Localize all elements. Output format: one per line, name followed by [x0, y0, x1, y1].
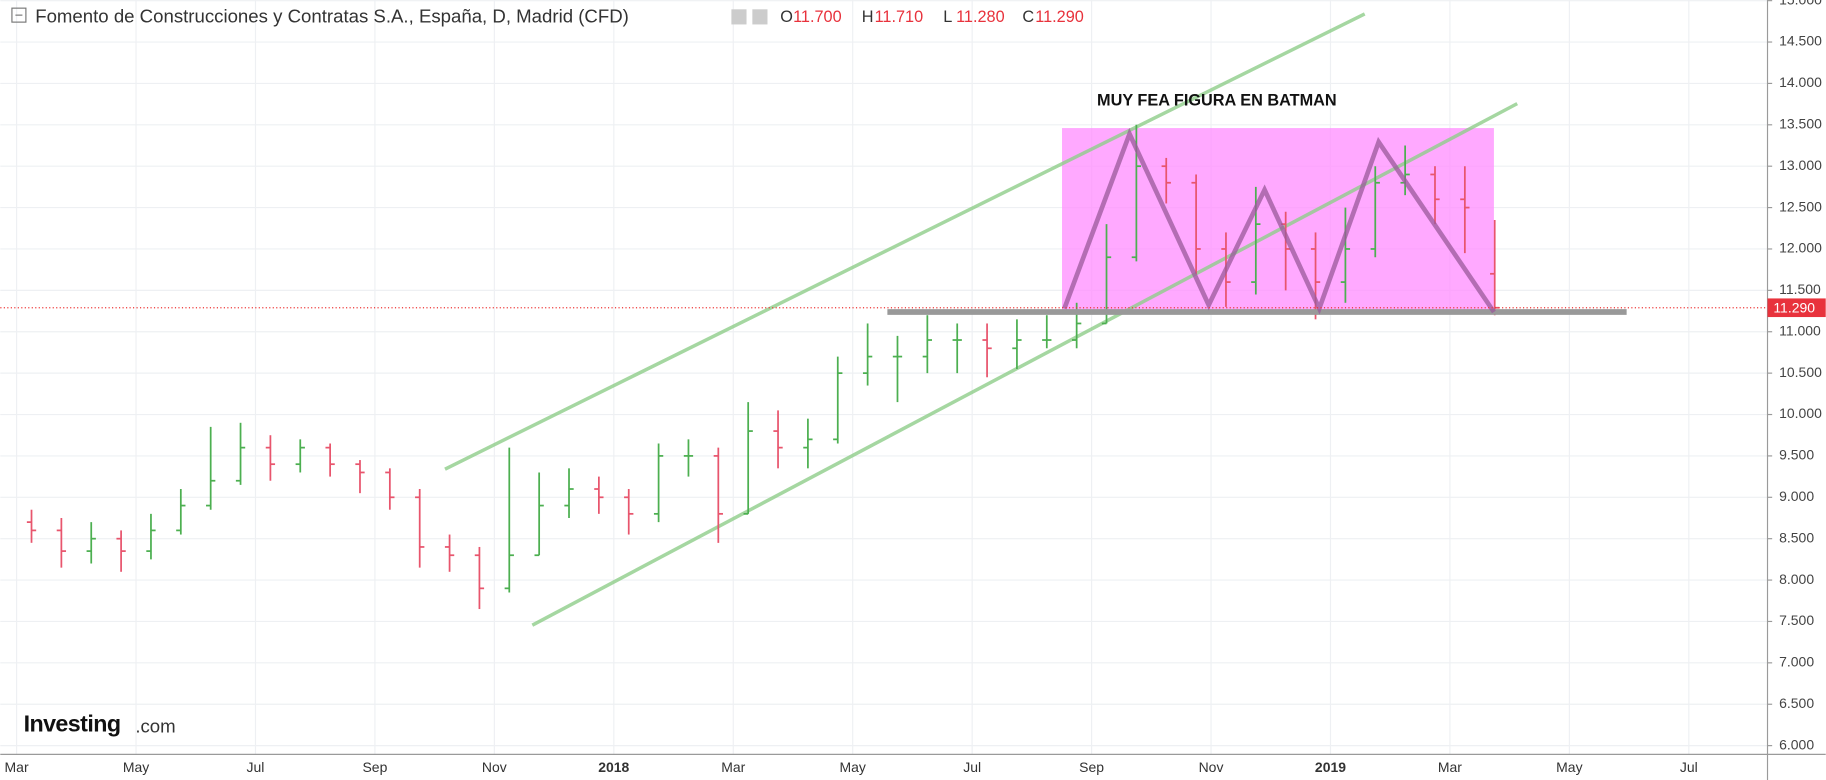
- collapse-icon[interactable]: [11, 7, 27, 23]
- x-tick-label: Jul: [247, 759, 265, 775]
- ohlc-value: 11.700: [793, 8, 842, 26]
- y-tick-label: 14.500: [1779, 33, 1822, 49]
- ohlc-value: 11.710: [875, 8, 924, 26]
- x-tick-label: May: [1556, 759, 1582, 775]
- ohlc-value: 11.290: [1035, 8, 1084, 26]
- x-tick-label: 2019: [1315, 759, 1346, 775]
- last-price-label: 11.290: [1773, 300, 1815, 316]
- y-tick-label: 8.000: [1779, 571, 1814, 587]
- x-tick-label: Nov: [482, 759, 507, 775]
- x-tick-label: 2018: [598, 759, 629, 775]
- y-tick-label: 14.000: [1779, 74, 1822, 90]
- y-tick-label: 8.500: [1779, 529, 1814, 545]
- y-tick-label: 10.500: [1779, 364, 1822, 380]
- y-tick-label: 15.000: [1779, 0, 1822, 7]
- trend-line: [444, 12, 1366, 471]
- zigzag: [1062, 127, 1496, 315]
- x-tick-label: Sep: [1079, 759, 1104, 775]
- ohlc-header: O 11.700 H 11.710 L 11.280 C 11.290: [780, 8, 1084, 26]
- x-tick-label: Jul: [963, 759, 981, 775]
- x-tick-label: Mar: [1438, 759, 1462, 775]
- annotation: MUY FEA FIGURA EN BATMAN: [1097, 92, 1337, 110]
- ohlc-value: 11.280: [956, 8, 1005, 26]
- y-tick-label: 11.000: [1779, 322, 1821, 338]
- logo-suffix: .com: [135, 716, 175, 737]
- trend-line: [531, 102, 1519, 627]
- y-tick-label: 7.000: [1779, 654, 1814, 670]
- x-tick-label: Mar: [5, 759, 29, 775]
- ohlc-key: C: [1022, 8, 1034, 26]
- y-tick-label: 9.000: [1779, 488, 1814, 504]
- ohlc-key: O: [780, 8, 793, 26]
- settings-icon[interactable]: [752, 9, 768, 25]
- y-tick-label: 6.000: [1779, 736, 1814, 752]
- grid: [0, 0, 1768, 755]
- y-tick-label: 7.500: [1779, 612, 1814, 628]
- x-tick-label: Jul: [1680, 759, 1698, 775]
- x-tick-label: May: [123, 759, 149, 775]
- x-tick-label: Nov: [1199, 759, 1224, 775]
- x-tick-label: Sep: [362, 759, 387, 775]
- x-tick-label: May: [840, 759, 866, 775]
- ohlc-key: L: [943, 8, 952, 26]
- bars: [26, 124, 1500, 610]
- y-tick-label: 6.500: [1779, 695, 1814, 711]
- y-tick-label: 10.000: [1779, 405, 1822, 421]
- ohlc-key: H: [862, 8, 874, 26]
- x-tick-label: Mar: [721, 759, 745, 775]
- y-tick-label: 13.500: [1779, 115, 1822, 131]
- y-tick-label: 13.000: [1779, 157, 1822, 173]
- y-tick-label: 12.500: [1779, 198, 1822, 214]
- y-tick-label: 12.000: [1779, 240, 1822, 256]
- settings-icon[interactable]: [731, 9, 747, 25]
- y-tick-label: 11.500: [1779, 281, 1821, 297]
- last-price-tag: [1767, 298, 1826, 318]
- chart-title: Fomento de Construcciones y Contratas S.…: [35, 5, 629, 26]
- y-tick-label: 9.500: [1779, 447, 1814, 463]
- logo-brand: Investing: [24, 710, 121, 736]
